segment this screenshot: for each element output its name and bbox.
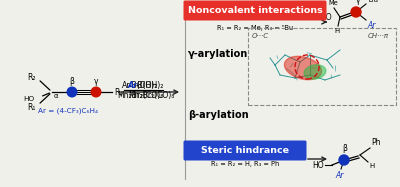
Circle shape bbox=[339, 155, 349, 165]
Text: Me: Me bbox=[328, 0, 338, 6]
Text: R₁: R₁ bbox=[28, 102, 36, 111]
Text: β: β bbox=[70, 77, 74, 86]
Text: α: α bbox=[54, 93, 59, 99]
Text: Ar-B(OH)₂: Ar-B(OH)₂ bbox=[122, 80, 158, 90]
Text: R₁ = R₂ = Me, R₃ = ⁿBu: R₁ = R₂ = Me, R₃ = ⁿBu bbox=[217, 25, 293, 31]
Text: Ph: Ph bbox=[371, 138, 380, 147]
Text: H: H bbox=[369, 163, 374, 169]
Text: β: β bbox=[342, 144, 348, 153]
Text: R₃: R₃ bbox=[114, 88, 122, 96]
Text: R₂: R₂ bbox=[28, 73, 36, 82]
Ellipse shape bbox=[284, 56, 322, 80]
Text: β-arylation: β-arylation bbox=[188, 110, 249, 120]
Text: γ: γ bbox=[94, 77, 98, 86]
Circle shape bbox=[91, 87, 101, 97]
Bar bbox=[248, 28, 396, 105]
Text: R₁ = R₂ = H, R₃ = Ph: R₁ = R₂ = H, R₃ = Ph bbox=[211, 161, 279, 167]
Text: Ar = (4-CF₃)C₆H₄: Ar = (4-CF₃)C₆H₄ bbox=[38, 108, 98, 114]
Text: Ar: Ar bbox=[128, 80, 138, 90]
Circle shape bbox=[67, 87, 77, 97]
Text: Mn₂Br₂(CO)₈: Mn₂Br₂(CO)₈ bbox=[128, 91, 174, 99]
Circle shape bbox=[351, 7, 361, 17]
Text: ⁿBu: ⁿBu bbox=[367, 0, 379, 3]
Text: H: H bbox=[334, 28, 340, 34]
Text: Ar: Ar bbox=[367, 21, 375, 30]
Text: CH···π: CH···π bbox=[368, 33, 389, 39]
Text: Steric hindrance: Steric hindrance bbox=[201, 146, 289, 155]
Text: γ: γ bbox=[356, 0, 360, 5]
Text: Ar: Ar bbox=[336, 171, 344, 180]
Text: HO: HO bbox=[312, 160, 324, 169]
Text: O···C: O···C bbox=[252, 33, 269, 39]
Text: γ-arylation: γ-arylation bbox=[188, 49, 248, 59]
Text: Noncovalent interactions: Noncovalent interactions bbox=[188, 6, 322, 15]
Text: Mn₂Br₂(CO)₈: Mn₂Br₂(CO)₈ bbox=[117, 91, 163, 99]
Text: -B(OH)₂: -B(OH)₂ bbox=[136, 80, 164, 90]
Text: HO: HO bbox=[320, 13, 332, 22]
Text: HO: HO bbox=[23, 96, 34, 102]
FancyBboxPatch shape bbox=[184, 140, 306, 160]
Ellipse shape bbox=[304, 65, 326, 79]
FancyBboxPatch shape bbox=[184, 1, 326, 21]
